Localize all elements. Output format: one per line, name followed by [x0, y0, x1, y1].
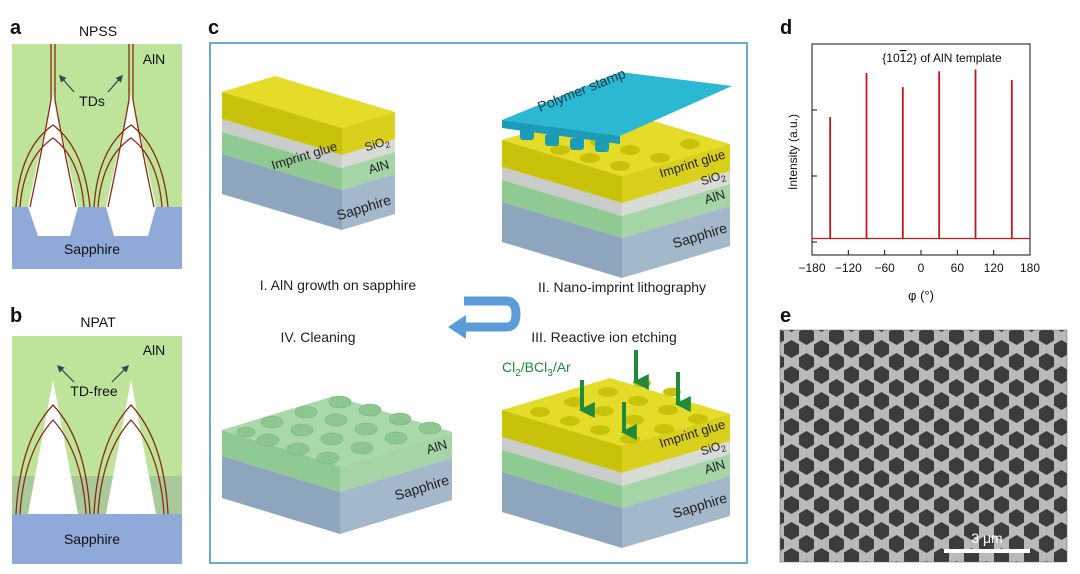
- panel-a-letter: a: [10, 17, 22, 39]
- step3-aln-label: AlN: [702, 457, 726, 477]
- panel-b-sapphire-layer: [12, 514, 182, 564]
- panel-a-dislocations: [15, 44, 169, 208]
- panel-a-pattern-2: [106, 207, 156, 236]
- chart-x-tick-label: −180: [798, 261, 825, 275]
- panel-a-pattern-1: [28, 207, 78, 236]
- panel-b-tdfree-label: TD-free: [70, 383, 118, 399]
- step1-sio2-label: SiO2: [363, 133, 392, 156]
- step2-stamp-pillars: [520, 128, 609, 152]
- scale-bar-label: 3 μm: [971, 530, 1002, 546]
- panel-a: a NPSS AlN TDs Sapphire: [10, 17, 182, 269]
- chart-x-axis: −180 −120 −60 0 60 120 180: [798, 250, 1040, 275]
- panel-b-void-2: [106, 380, 156, 514]
- step4-aln-label: AlN: [424, 437, 448, 457]
- block-step1: Imprint glue SiO2 AlN Sapphire: [222, 76, 395, 230]
- etch-gas-label: Cl2/BCl3/Ar: [502, 359, 571, 379]
- panel-a-tds-label: TDs: [79, 93, 105, 109]
- chart-x-tick-label: 60: [951, 261, 965, 275]
- step3-caption: III. Reactive ion etching: [531, 329, 677, 345]
- chart-x-label: φ (°): [908, 288, 934, 303]
- sem-image: [780, 330, 1067, 562]
- panel-d: d −180 −120 −60 0 60 120 180 {1012} of AlN tem…: [780, 17, 1040, 303]
- panel-d-letter: d: [780, 17, 792, 39]
- panel-b-dislocations: [15, 404, 169, 515]
- chart-y-ticks: [812, 109, 817, 243]
- panel-a-title: NPSS: [79, 23, 117, 39]
- chart-x-tick-label: −60: [874, 261, 895, 275]
- panel-c: c Imprint glue SiO2 AlN Sapphire: [208, 17, 748, 564]
- panel-b: b NPAT AlN TD-free Sapphire: [10, 305, 182, 564]
- step2-caption: II. Nano-imprint lithography: [538, 279, 706, 295]
- chart-plot-frame: [811, 43, 1031, 256]
- panel-b-title: NPAT: [80, 314, 116, 330]
- panel-c-letter: c: [208, 17, 219, 39]
- chart-y-label: Intensity (a.u.): [786, 114, 800, 190]
- chart-series: [829, 69, 1013, 239]
- chart-x-tick-label: −120: [835, 261, 862, 275]
- step3-etch-arrows: [578, 350, 691, 440]
- step2-aln-label: AlN: [702, 187, 726, 207]
- chart-x-tick-label: 120: [984, 261, 1004, 275]
- step4-hexagons: [236, 395, 442, 465]
- panel-a-sapphire-label: Sapphire: [64, 241, 120, 257]
- block-step3: Cl2/BCl3/Ar Imprint glue SiO2 AlN Sapphi…: [502, 350, 730, 548]
- panel-a-void-2: [106, 94, 156, 207]
- step1-aln-label: AlN: [366, 157, 390, 177]
- process-cycle-arrow: [448, 296, 521, 339]
- block-step4: AlN Sapphire: [222, 395, 452, 534]
- panel-c-frame: [209, 42, 748, 564]
- panel-a-aln-label: AlN: [143, 51, 166, 67]
- chart-x-tick-label: 180: [1020, 261, 1040, 275]
- panel-e: e 3 μm: [779, 305, 1068, 563]
- step3-sio2-label: SiO2: [699, 437, 728, 460]
- panel-b-letter: b: [10, 305, 22, 327]
- chart-x-tick-label: 0: [918, 261, 925, 275]
- panel-e-letter: e: [780, 305, 791, 327]
- panel-b-void-1: [28, 380, 78, 514]
- step1-caption: I. AlN growth on sapphire: [260, 277, 417, 293]
- step2-sio2-label: SiO2: [699, 167, 728, 190]
- block-step2: Polymer stamp Imprint glue SiO2 AlN Sapp…: [502, 65, 732, 278]
- panel-b-aln-label: AlN: [143, 342, 166, 358]
- panel-a-void-1: [28, 94, 78, 207]
- step4-caption: IV. Cleaning: [281, 329, 356, 345]
- panel-b-sapphire-label: Sapphire: [64, 531, 120, 547]
- chart-title: {1012} of AlN template: [882, 51, 1002, 65]
